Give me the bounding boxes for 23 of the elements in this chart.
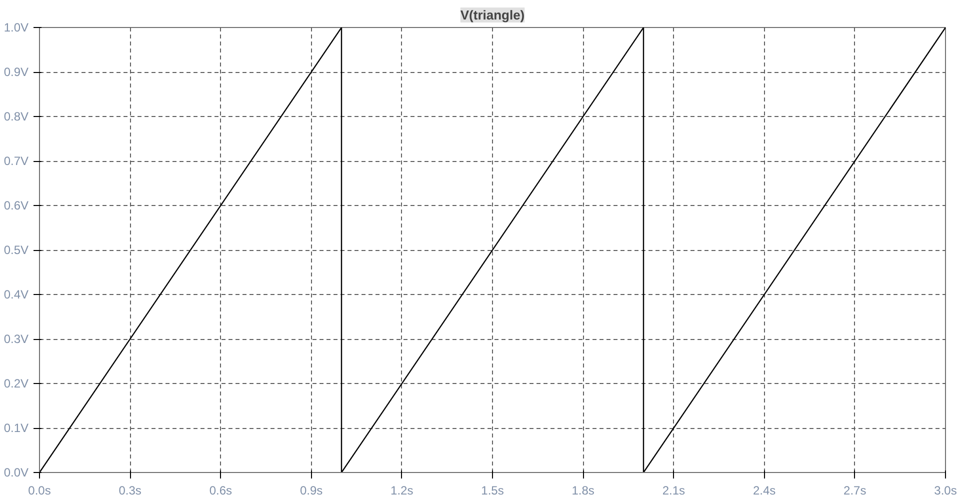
y-tick-label: 0.2V: [4, 376, 28, 390]
y-tick-label: 0.3V: [4, 332, 28, 346]
y-tick-label: 1.0V: [4, 20, 28, 34]
x-tick-label: 0.0s: [28, 484, 51, 498]
y-tick-label: 0.4V: [4, 288, 28, 302]
y-tick-label: 0.1V: [4, 421, 28, 435]
x-tick-label: 3.0s: [934, 484, 957, 498]
x-tick-label: 2.1s: [662, 484, 686, 498]
x-tick-label: 0.3s: [118, 484, 142, 498]
y-tick-label: 0.0V: [4, 466, 28, 480]
x-tick-label: 1.5s: [481, 484, 504, 498]
y-tick-label: 0.7V: [4, 154, 28, 168]
x-tick-label: 0.6s: [209, 484, 232, 498]
chart-title: V(triangle): [460, 8, 525, 22]
x-tick-label: 2.7s: [844, 484, 866, 498]
y-tick-label: 0.9V: [4, 65, 28, 79]
y-tick-label: 0.6V: [4, 198, 28, 212]
x-tick-label: 1.2s: [390, 484, 414, 498]
y-tick-label: 0.8V: [4, 110, 28, 124]
y-tick-label: 0.5V: [4, 243, 28, 257]
x-tick-label: 2.4s: [752, 484, 776, 498]
x-tick-label: 0.9s: [300, 484, 323, 498]
x-tick-label: 1.8s: [572, 484, 594, 498]
